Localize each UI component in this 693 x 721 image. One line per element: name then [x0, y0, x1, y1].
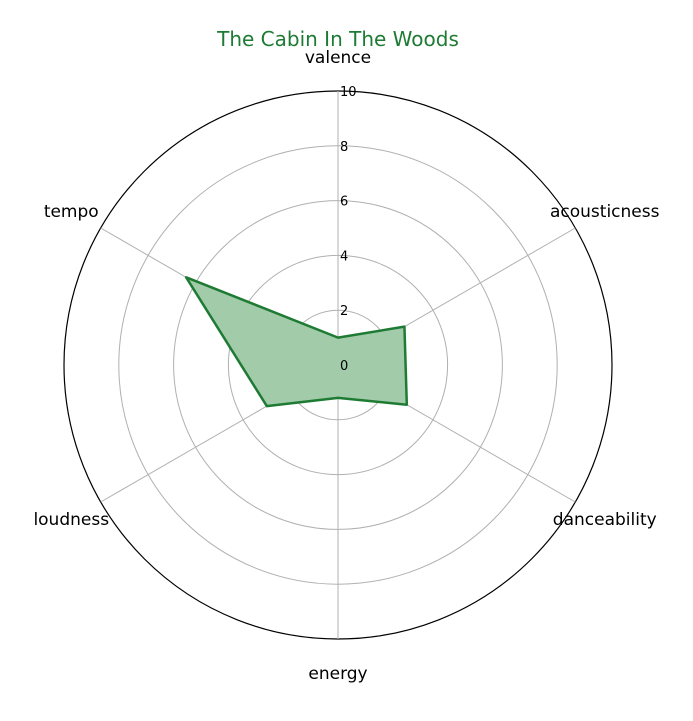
radial-tick-label: 8 [340, 140, 348, 155]
radial-tick-label: 10 [340, 85, 357, 100]
chart-title: The Cabin In The Woods [216, 27, 459, 51]
axis-label-danceability: danceability [553, 510, 657, 530]
label-layer: 0 2 4 6 8 10 valence acousticness danceability en… [33, 48, 659, 684]
radial-tick-label: 2 [340, 304, 348, 319]
radial-tick-label: 0 [340, 359, 348, 374]
axis-label-energy: energy [308, 664, 367, 684]
radial-tick-label: 6 [340, 195, 348, 210]
axis-label-tempo: tempo [44, 202, 99, 222]
series-area [186, 277, 407, 407]
radial-tick-label: 4 [340, 249, 348, 264]
axis-label-valence: valence [305, 48, 371, 68]
axis-label-acousticness: acousticness [550, 202, 660, 222]
data-layer [184, 276, 409, 408]
axis-label-loudness: loudness [33, 510, 109, 530]
